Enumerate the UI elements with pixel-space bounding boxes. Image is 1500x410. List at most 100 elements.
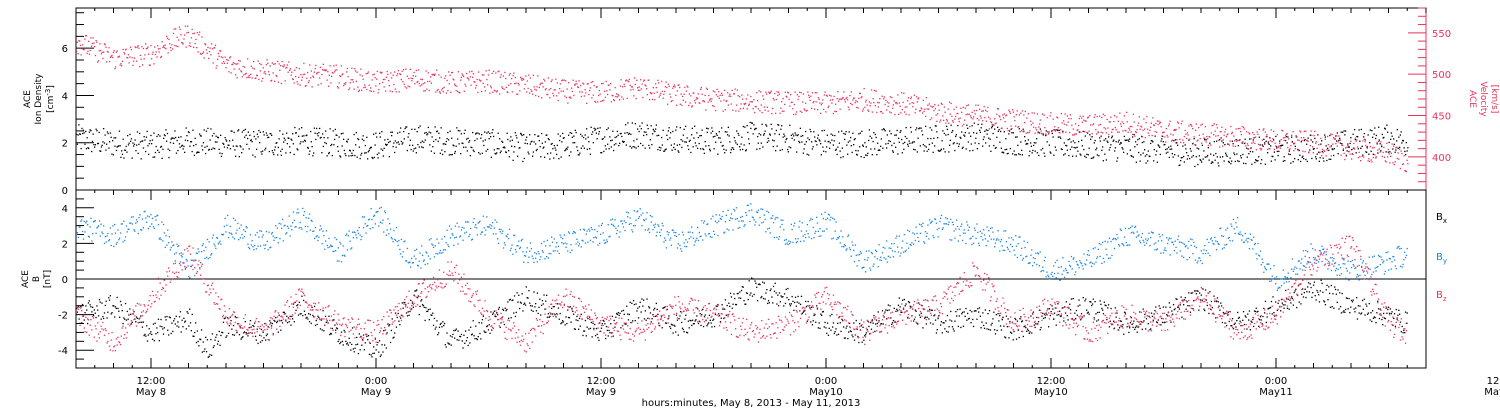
density-series-point	[505, 151, 507, 153]
velocity-series-point	[697, 97, 699, 100]
bx-series-point	[870, 328, 873, 330]
bx-series-point	[703, 316, 706, 318]
density-series-point	[1376, 143, 1378, 145]
bx-series-point	[357, 352, 360, 355]
bx-series-point	[437, 334, 439, 336]
bx-series-point	[512, 299, 514, 301]
bx-series-point	[93, 309, 95, 311]
density-series-point	[1120, 142, 1122, 144]
density-series-point	[82, 132, 84, 135]
density-series-point	[1054, 129, 1056, 131]
velocity-series-point	[718, 91, 720, 93]
bx-series-point	[670, 327, 672, 330]
density-series-point	[987, 129, 989, 132]
density-series-point	[721, 127, 723, 129]
bx-series-point	[600, 330, 602, 332]
bx-series-point	[483, 330, 485, 332]
bx-series-point	[284, 313, 286, 315]
velocity-series-point	[286, 66, 288, 68]
velocity-series-point	[568, 82, 570, 84]
density-series-point	[637, 145, 639, 148]
bx-series-point	[565, 316, 567, 318]
bx-series-point	[1185, 308, 1187, 310]
density-series-point	[456, 127, 458, 129]
density-series-point	[1168, 156, 1170, 159]
density-series-point	[1276, 146, 1278, 148]
density-series-point	[528, 153, 530, 155]
bx-series-point	[260, 328, 263, 331]
bx-series-point	[162, 333, 165, 335]
density-series-point	[423, 141, 425, 143]
velocity-series-point	[1384, 156, 1386, 158]
bx-series-point	[727, 314, 729, 316]
bx-series-point	[522, 310, 524, 312]
density-series-point	[1398, 136, 1400, 138]
density-series-point	[340, 133, 342, 135]
density-series-point	[277, 154, 279, 156]
bx-series-point	[613, 319, 615, 322]
density-series-point	[390, 131, 392, 133]
velocity-series-point	[699, 102, 701, 104]
density-series-point	[231, 130, 233, 132]
velocity-series-point	[882, 112, 884, 114]
density-series-point	[637, 128, 639, 130]
velocity-series-point	[1325, 155, 1327, 157]
density-series-point	[181, 144, 184, 146]
density-series-point	[1099, 140, 1101, 142]
velocity-series-point	[156, 56, 158, 58]
density-series-point	[1370, 150, 1372, 152]
bx-series-point	[953, 330, 955, 332]
velocity-series-point	[640, 88, 642, 90]
density-series-point	[820, 143, 822, 145]
density-series-point	[1231, 160, 1233, 162]
density-series-point	[1058, 129, 1060, 131]
density-series-point	[281, 148, 283, 150]
density-series-point	[114, 145, 116, 147]
velocity-series-point	[619, 85, 621, 87]
density-series-point	[1117, 157, 1119, 159]
velocity-series-point	[712, 90, 714, 92]
velocity-series-point	[842, 97, 844, 99]
density-series-point	[204, 146, 206, 148]
velocity-series-point	[352, 79, 354, 81]
velocity-series-point	[841, 97, 843, 99]
velocity-series-point	[373, 90, 375, 93]
velocity-series-point	[875, 90, 877, 92]
density-series-point	[269, 133, 271, 135]
velocity-series-point	[757, 100, 759, 102]
velocity-series-point	[1184, 129, 1186, 132]
density-series-point	[1310, 139, 1312, 141]
velocity-series-point	[721, 94, 723, 96]
bx-series-point	[182, 326, 184, 328]
bx-series-point	[1088, 313, 1090, 315]
density-series-point	[1021, 149, 1023, 151]
bx-series-point	[211, 354, 213, 356]
density-series-point	[265, 132, 267, 134]
bx-series-point	[611, 315, 614, 317]
bx-series-point	[414, 290, 416, 292]
bx-series-point	[194, 331, 196, 334]
density-series-point	[289, 151, 291, 154]
velocity-series-point	[928, 103, 930, 105]
density-series-point	[885, 143, 887, 145]
density-series-point	[186, 135, 188, 137]
bx-series-point	[143, 334, 145, 337]
density-series-point	[1151, 140, 1153, 142]
density-series-point	[170, 138, 172, 140]
velocity-series-point	[781, 110, 783, 112]
bx-series-point	[136, 317, 138, 319]
velocity-series-point	[400, 78, 402, 81]
velocity-series-point	[224, 56, 226, 58]
velocity-series-point	[154, 46, 156, 48]
density-series-point	[419, 125, 421, 127]
density-series-point	[1198, 155, 1200, 157]
velocity-series-point	[989, 118, 991, 120]
velocity-series-point	[1127, 131, 1129, 133]
density-series-point	[1297, 159, 1299, 161]
density-series-point	[1113, 139, 1115, 141]
bx-series-point	[874, 330, 876, 333]
velocity-series-point	[1261, 139, 1263, 141]
bx-series-point	[552, 306, 554, 308]
bx-series-point	[749, 294, 751, 296]
velocity-series-point	[647, 79, 649, 81]
